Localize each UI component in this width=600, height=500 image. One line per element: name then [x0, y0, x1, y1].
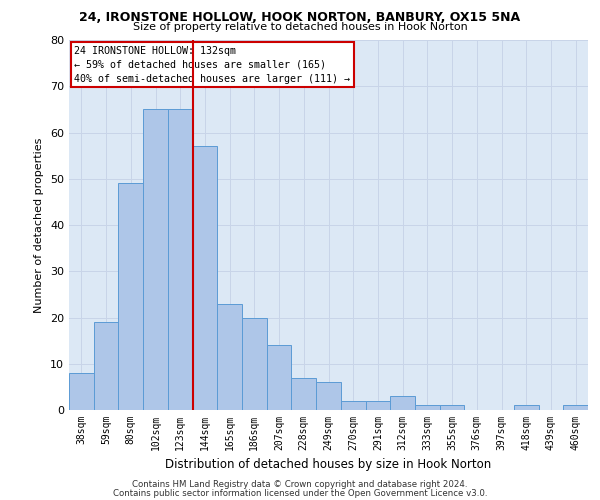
- Bar: [341, 401, 365, 410]
- Bar: [440, 406, 464, 410]
- Bar: [242, 318, 267, 410]
- Bar: [94, 322, 118, 410]
- Bar: [143, 110, 168, 410]
- Bar: [365, 401, 390, 410]
- Text: Contains public sector information licensed under the Open Government Licence v3: Contains public sector information licen…: [113, 488, 487, 498]
- Bar: [168, 110, 193, 410]
- Text: Contains HM Land Registry data © Crown copyright and database right 2024.: Contains HM Land Registry data © Crown c…: [132, 480, 468, 489]
- Bar: [118, 184, 143, 410]
- Bar: [514, 406, 539, 410]
- Y-axis label: Number of detached properties: Number of detached properties: [34, 138, 44, 312]
- Bar: [316, 382, 341, 410]
- Bar: [69, 373, 94, 410]
- Bar: [415, 406, 440, 410]
- Bar: [390, 396, 415, 410]
- Bar: [292, 378, 316, 410]
- Text: 24, IRONSTONE HOLLOW, HOOK NORTON, BANBURY, OX15 5NA: 24, IRONSTONE HOLLOW, HOOK NORTON, BANBU…: [79, 11, 521, 24]
- Bar: [267, 345, 292, 410]
- Bar: [217, 304, 242, 410]
- X-axis label: Distribution of detached houses by size in Hook Norton: Distribution of detached houses by size …: [166, 458, 491, 471]
- Text: 24 IRONSTONE HOLLOW: 132sqm
← 59% of detached houses are smaller (165)
40% of se: 24 IRONSTONE HOLLOW: 132sqm ← 59% of det…: [74, 46, 350, 84]
- Text: Size of property relative to detached houses in Hook Norton: Size of property relative to detached ho…: [133, 22, 467, 32]
- Bar: [193, 146, 217, 410]
- Bar: [563, 406, 588, 410]
